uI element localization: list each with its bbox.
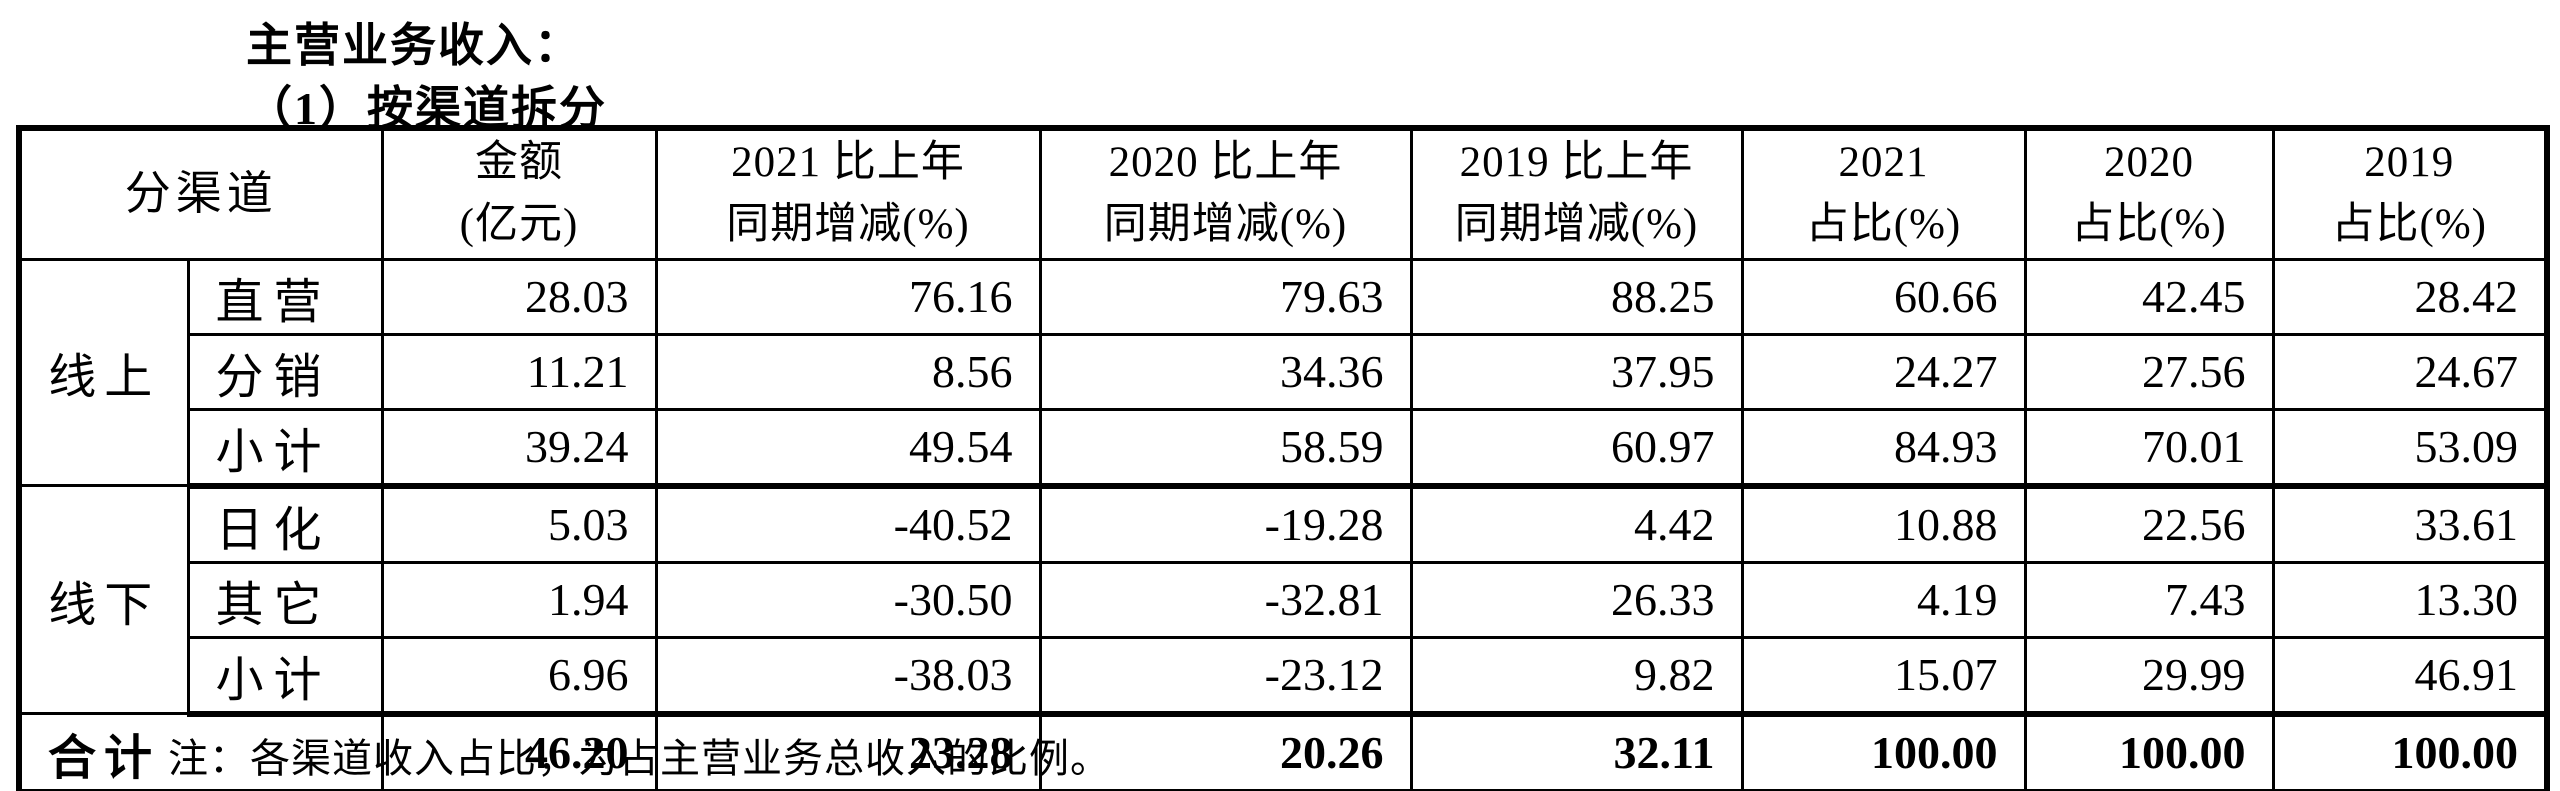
- row-label-other: 其它: [186, 560, 384, 639]
- table-row-offline-subtotal: 小计 6.96 -38.03 -23.12 9.82 15.07 29.99 4…: [19, 635, 2549, 717]
- col-header-yoy-2021: 2021 比上年 同期增减(%): [654, 126, 1042, 261]
- total-label: 合计: [17, 712, 384, 791]
- table-row-online-distribution: 分销 11.21 8.56 34.36 37.95 24.27 27.56 24…: [19, 332, 2549, 411]
- value-cell: 60.97: [1409, 407, 1744, 489]
- total-value-cell: 46.20: [380, 712, 658, 791]
- value-cell: 46.91: [2271, 635, 2549, 717]
- value-cell: 10.88: [1740, 484, 2027, 564]
- value-cell: 53.09: [2271, 407, 2549, 489]
- value-cell: 13.30: [2271, 560, 2549, 639]
- value-cell: 42.45: [2023, 257, 2275, 336]
- value-cell: -19.28: [1038, 484, 1413, 564]
- col-header-yoy-2021-line1: 2021 比上年: [731, 139, 965, 186]
- col-header-share-2019: 2019 占比(%): [2271, 126, 2549, 261]
- value-cell: 84.93: [1740, 407, 2027, 489]
- total-value-cell: 20.26: [1038, 712, 1413, 791]
- col-header-share-2020: 2020 占比(%): [2023, 126, 2275, 261]
- col-header-channel: 分渠道: [17, 126, 384, 261]
- value-cell: -38.03: [654, 635, 1042, 717]
- value-cell: 27.56: [2023, 332, 2275, 411]
- col-header-share-2021-line2: 占比(%): [1805, 201, 1962, 249]
- col-header-share-2021: 2021 占比(%): [1740, 126, 2027, 261]
- value-cell: 22.56: [2023, 484, 2275, 564]
- col-header-share-2021-line1: 2021: [1838, 139, 1929, 186]
- value-cell: 29.99: [2023, 635, 2275, 717]
- value-cell: 5.03: [380, 484, 658, 564]
- value-cell: 9.82: [1409, 635, 1744, 717]
- col-header-amount-line1: 金额: [475, 139, 563, 186]
- value-cell: -40.52: [654, 484, 1042, 564]
- value-cell: -23.12: [1038, 635, 1413, 717]
- col-header-yoy-2020-line1: 2020 比上年: [1108, 139, 1343, 186]
- row-label-distribution: 分销: [186, 332, 384, 411]
- total-value-cell: 100.00: [1740, 712, 2027, 791]
- col-header-share-2020-line1: 2020: [2104, 139, 2194, 186]
- value-cell: 79.63: [1038, 257, 1413, 336]
- col-header-amount: 金额 (亿元): [380, 126, 658, 261]
- row-label-direct: 直营: [186, 257, 384, 336]
- table-row-offline-daily-chemical: 线下 日化 5.03 -40.52 -19.28 4.42 10.88 22.5…: [17, 484, 2549, 716]
- table-row-online-direct: 线上 直营 28.03 76.16 79.63 88.25 60.66 42.4…: [17, 257, 2549, 488]
- col-header-yoy-2020: 2020 比上年 同期增减(%): [1038, 126, 1413, 261]
- page-title: 主营业务收入：: [246, 20, 582, 71]
- value-cell: -32.81: [1038, 560, 1413, 639]
- row-label-subtotal: 小计: [186, 407, 384, 489]
- value-cell: 28.42: [2271, 257, 2549, 336]
- value-cell: 1.94: [380, 560, 658, 639]
- value-cell: 4.19: [1740, 560, 2027, 639]
- value-cell: -30.50: [654, 560, 1042, 639]
- col-header-yoy-2019-line1: 2019 比上年: [1459, 139, 1694, 186]
- value-cell: 15.07: [1740, 635, 2027, 717]
- table-row-online-subtotal: 小计 39.24 49.54 58.59 60.97 84.93 70.01 5…: [19, 407, 2549, 489]
- value-cell: 39.24: [380, 407, 658, 489]
- total-value-cell: 100.00: [2271, 712, 2549, 791]
- group-label-online: 线上: [17, 257, 190, 488]
- value-cell: 70.01: [2023, 407, 2275, 489]
- col-header-yoy-2020-line2: 同期增减(%): [1103, 201, 1348, 249]
- col-header-share-2019-line1: 2019: [2364, 139, 2455, 186]
- col-header-yoy-2021-line2: 同期增减(%): [726, 201, 970, 249]
- value-cell: 60.66: [1740, 257, 2027, 336]
- value-cell: 4.42: [1409, 484, 1744, 564]
- value-cell: 11.21: [380, 332, 658, 411]
- table-note: 注：各渠道收入占比，为占主营业务总收入的比例。: [168, 736, 1111, 781]
- value-cell: 8.56: [654, 332, 1042, 411]
- col-header-amount-line2: (亿元): [459, 201, 579, 249]
- value-cell: 6.96: [380, 635, 658, 717]
- col-header-share-2019-line2: 占比(%): [2331, 201, 2487, 249]
- col-header-share-2020-line2: 占比(%): [2071, 201, 2227, 249]
- col-header-yoy-2019: 2019 比上年 同期增减(%): [1409, 126, 1744, 261]
- total-value-cell: 32.11: [1409, 712, 1744, 791]
- value-cell: 49.54: [654, 407, 1042, 489]
- value-cell: 24.67: [2271, 332, 2549, 411]
- row-label-subtotal: 小计: [186, 635, 384, 717]
- group-label-offline: 线下: [17, 484, 190, 716]
- value-cell: 33.61: [2271, 484, 2549, 564]
- table-row-offline-other: 其它 1.94 -30.50 -32.81 26.33 4.19 7.43 13…: [19, 560, 2549, 639]
- revenue-by-channel-table: 分渠道 金额 (亿元) 2021 比上年 同期增减(%) 2020 比上年 同期增减(…: [16, 125, 2550, 791]
- table-row-total: 合计 46.20 23.28 20.26 32.11 100.00 100.00…: [17, 712, 2549, 791]
- value-cell: 58.59: [1038, 407, 1413, 489]
- value-cell: 24.27: [1740, 332, 2027, 411]
- header-row: 分渠道 金额 (亿元) 2021 比上年 同期增减(%) 2020 比上年 同期增减(…: [17, 126, 2549, 261]
- total-value-cell: 23.28: [654, 712, 1042, 791]
- col-header-yoy-2019-line2: 同期增减(%): [1454, 201, 1699, 249]
- value-cell: 26.33: [1409, 560, 1744, 639]
- value-cell: 76.16: [654, 257, 1042, 336]
- total-value-cell: 100.00: [2023, 712, 2275, 791]
- value-cell: 34.36: [1038, 332, 1413, 411]
- value-cell: 37.95: [1409, 332, 1744, 411]
- value-cell: 88.25: [1409, 257, 1744, 336]
- value-cell: 7.43: [2023, 560, 2275, 639]
- row-label-daily-chemical: 日化: [186, 484, 384, 564]
- value-cell: 28.03: [380, 257, 658, 336]
